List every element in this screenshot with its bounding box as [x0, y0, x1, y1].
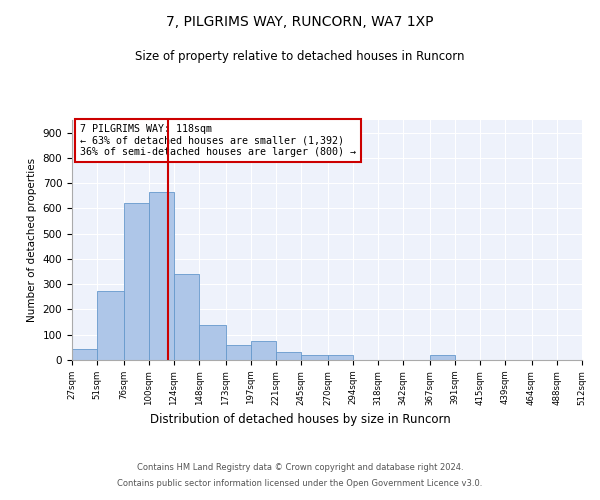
Bar: [124, 204, 149, 360]
Bar: [174, 274, 199, 360]
Text: Contains public sector information licensed under the Open Government Licence v3: Contains public sector information licen…: [118, 479, 482, 488]
Bar: [430, 356, 455, 360]
Bar: [97, 290, 124, 360]
Bar: [276, 352, 301, 360]
Text: Contains HM Land Registry data © Crown copyright and database right 2024.: Contains HM Land Registry data © Crown c…: [137, 462, 463, 471]
Bar: [301, 355, 328, 360]
Text: Distribution of detached houses by size in Runcorn: Distribution of detached houses by size …: [149, 412, 451, 426]
Bar: [149, 192, 174, 360]
Y-axis label: Number of detached properties: Number of detached properties: [27, 158, 37, 322]
Text: Size of property relative to detached houses in Runcorn: Size of property relative to detached ho…: [135, 50, 465, 63]
Bar: [226, 345, 251, 360]
Bar: [199, 324, 226, 360]
Text: 7, PILGRIMS WAY, RUNCORN, WA7 1XP: 7, PILGRIMS WAY, RUNCORN, WA7 1XP: [166, 15, 434, 29]
Bar: [328, 356, 353, 360]
Bar: [72, 350, 97, 360]
Text: 7 PILGRIMS WAY: 118sqm
← 63% of detached houses are smaller (1,392)
36% of semi-: 7 PILGRIMS WAY: 118sqm ← 63% of detached…: [80, 124, 356, 157]
Bar: [251, 341, 276, 360]
